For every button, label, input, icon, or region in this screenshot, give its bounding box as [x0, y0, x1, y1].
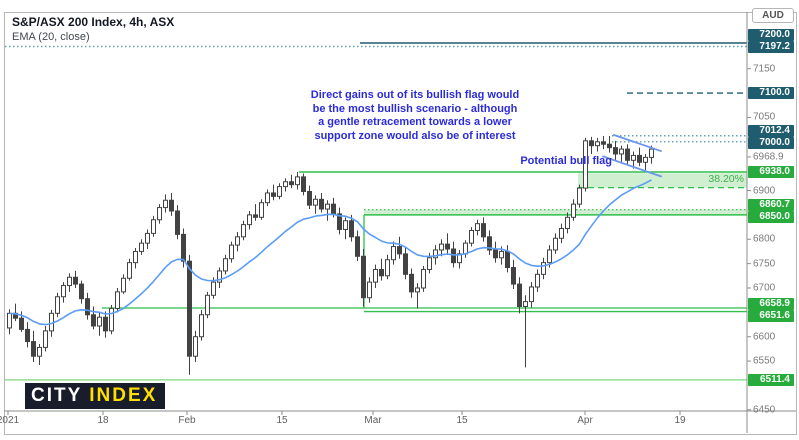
- price-tick-label: 6900: [753, 185, 776, 197]
- city-index-logo: CITY INDEX: [25, 383, 166, 409]
- bull-flag-label[interactable]: Potential bull flag: [520, 155, 612, 167]
- price-level-badge: 7100.0: [748, 87, 794, 99]
- time-axis-label[interactable]: Mar: [364, 415, 382, 426]
- price-tick-label: 6700: [753, 282, 776, 294]
- time-axis-label[interactable]: Apr: [577, 415, 593, 426]
- price-level-badge: 6938.0: [748, 166, 794, 178]
- price-level-badge: 6860.7: [748, 199, 794, 211]
- price-tick-label: 7150: [753, 63, 776, 75]
- price-tick-label: 6968.9: [753, 151, 784, 163]
- price-tick-label: 6800: [753, 233, 776, 245]
- time-axis-label[interactable]: 15: [456, 415, 468, 426]
- price-tick-label: 6550: [753, 355, 776, 367]
- chart-frame: [4, 12, 797, 435]
- time-axis-label[interactable]: 19: [674, 415, 686, 426]
- fib-retracement-label: 38.20%: [708, 173, 744, 185]
- time-axis-label[interactable]: 15: [276, 415, 288, 426]
- axis-frame: [4, 12, 796, 433]
- ema-line: [9, 179, 652, 326]
- annotation-text: Direct gains out of its bullish flag wou…: [310, 89, 520, 142]
- currency-badge[interactable]: AUD: [752, 8, 794, 23]
- price-level-badge: 6658.9: [748, 298, 794, 310]
- price-level-badge: 7000.0: [748, 137, 794, 149]
- time-axis-label[interactable]: 18: [97, 415, 109, 426]
- price-tick-label: 6750: [753, 258, 776, 270]
- price-tick-label: 7050: [753, 111, 776, 123]
- price-tick-label: 6600: [753, 331, 776, 343]
- price-level-badge: 6850.0: [748, 211, 794, 223]
- logo-index-text: INDEX: [89, 385, 158, 406]
- ema-indicator-legend[interactable]: EMA (20, close): [12, 31, 90, 43]
- symbol-title[interactable]: S&P/ASX 200 Index, 4h, ASX: [12, 15, 175, 29]
- logo-city-text: CITY: [31, 385, 90, 406]
- chart-header: S&P/ASX 200 Index, 4h, ASX EMA (20, clos…: [12, 15, 174, 45]
- price-level-badge: 6651.6: [748, 310, 794, 322]
- time-axis-label[interactable]: Feb: [178, 415, 196, 426]
- price-level-badge: 7197.2: [748, 41, 794, 53]
- price-level-badge: 7012.4: [748, 125, 794, 137]
- price-level-badge: 6511.4: [748, 374, 794, 386]
- time-axis-label[interactable]: 2021: [0, 415, 20, 426]
- price-level-badge: 7200.0: [748, 29, 794, 41]
- support-zones: [364, 173, 747, 215]
- flag-trendlines: [602, 134, 662, 178]
- price-tick-label: 6450: [753, 404, 776, 416]
- candles-layer: [7, 135, 654, 375]
